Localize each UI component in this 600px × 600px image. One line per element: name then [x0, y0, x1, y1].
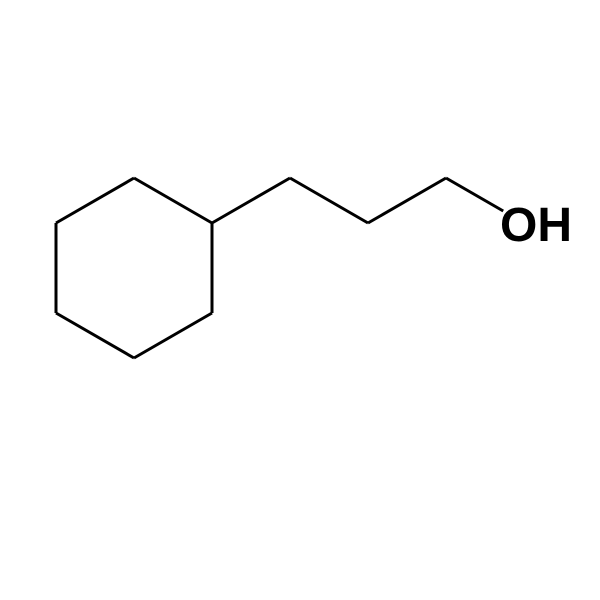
molecule-diagram: OH — [0, 0, 600, 600]
atom-label: OH — [500, 199, 572, 252]
bond — [134, 313, 212, 358]
bond — [56, 313, 134, 358]
bond — [212, 178, 290, 223]
bond — [368, 178, 446, 223]
bond — [290, 178, 368, 223]
bond — [446, 178, 503, 211]
bond — [56, 178, 134, 223]
bond — [134, 178, 212, 223]
